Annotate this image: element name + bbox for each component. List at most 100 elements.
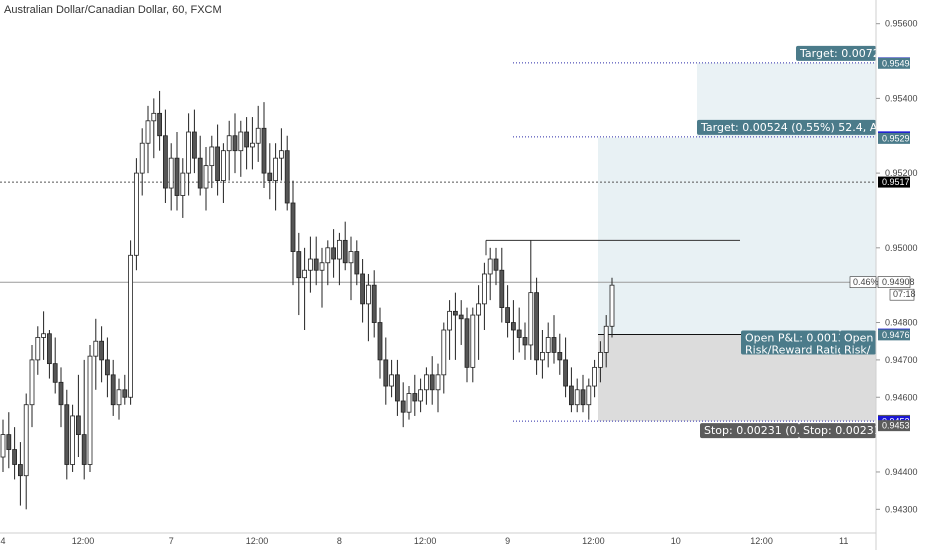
- candle: [534, 277, 539, 375]
- target-zone-outer: [697, 62, 876, 335]
- x-tick-label: 12:00: [750, 536, 773, 546]
- candle: [365, 273, 371, 342]
- candle-body: [441, 329, 447, 376]
- candle-body: [220, 150, 226, 181]
- x-tick-label: 11: [839, 536, 848, 546]
- price-badge-box: [878, 132, 910, 144]
- candle-body: [423, 374, 429, 391]
- candle: [52, 337, 58, 394]
- candle-body: [116, 389, 122, 406]
- time-axis[interactable]: 4 12:00 7 12:00 8 12:00 9 12:00 10 12:00 11: [0, 532, 876, 546]
- candle-body: [394, 374, 400, 402]
- candle: [151, 98, 157, 159]
- candle: [278, 128, 284, 181]
- x-tick-label: 4: [1, 536, 6, 546]
- candle-body: [418, 389, 424, 402]
- candle-body: [481, 273, 487, 305]
- candle-body: [580, 389, 586, 406]
- target-label-outer[interactable]: Target: 0.00727: [796, 45, 887, 61]
- target-label-inner[interactable]: Target: 0.00524 (0.55%) 52.4, Amo: [697, 119, 895, 135]
- candle: [557, 333, 563, 375]
- candle-body: [244, 131, 250, 148]
- target-label-inner-text: Target: 0.00524 (0.55%) 52.4, Amo: [700, 121, 895, 134]
- x-tick-label: 12:00: [582, 536, 605, 546]
- position-labels[interactable]: Target: 0.00727 Target: 0.00524 (0.55%) 5…: [697, 45, 895, 439]
- candle: [249, 117, 255, 170]
- price-axis[interactable]: 0.95600 0.95400 0.95200 0.95000 0.94800 0.947…: [849, 0, 918, 550]
- candle-body: [476, 303, 482, 316]
- candle-body: [110, 374, 116, 406]
- candle: [603, 315, 609, 368]
- candle-body: [174, 157, 180, 196]
- candle-body: [510, 322, 516, 331]
- candle-body: [505, 307, 511, 323]
- candle-body: [516, 329, 522, 338]
- candle-body: [534, 292, 539, 361]
- candle-body: [377, 322, 383, 361]
- y-tick-label: 0.95400: [885, 93, 918, 103]
- position-zones: [598, 62, 876, 422]
- candle-body: [226, 135, 232, 152]
- candle-body: [23, 404, 29, 477]
- candle: [307, 236, 313, 293]
- candle: [122, 374, 128, 405]
- candle-body: [331, 247, 337, 260]
- candle-body: [371, 284, 377, 323]
- candle-body: [493, 258, 499, 271]
- candle-body: [180, 172, 186, 196]
- candle-body: [151, 112, 157, 122]
- candle-body: [360, 273, 366, 305]
- candle-body: [354, 251, 360, 275]
- candle: [377, 307, 383, 379]
- candle-body: [464, 318, 470, 368]
- candle: [284, 135, 290, 211]
- candle: [267, 143, 273, 200]
- candle: [516, 307, 522, 353]
- candle: [510, 300, 516, 360]
- candle: [215, 124, 221, 196]
- candle-body: [6, 434, 12, 450]
- candle-body: [528, 292, 534, 346]
- candle: [191, 109, 197, 174]
- candle: [244, 117, 250, 170]
- candle: [0, 419, 6, 472]
- candle: [203, 146, 209, 211]
- pnl-label-1-text: Open P&L: 0.0013: [745, 331, 845, 344]
- candle: [464, 307, 470, 383]
- candle-body: [342, 239, 348, 264]
- x-tick-label: 10: [671, 536, 681, 546]
- candle: [522, 322, 528, 360]
- candle-body: [197, 157, 203, 189]
- candle: [435, 363, 441, 413]
- dashed-level-badge-text: 0.95176: [882, 177, 915, 187]
- candle: [197, 135, 203, 196]
- stop-label-2[interactable]: Stop: 0.00231: [799, 423, 881, 439]
- candle: [563, 337, 568, 398]
- candle: [87, 344, 93, 472]
- candle: [180, 158, 186, 218]
- stop-label-1[interactable]: Stop: 0.00231 (0.2: [700, 423, 807, 439]
- candle: [452, 292, 458, 360]
- candle: [481, 262, 487, 331]
- candle: [429, 356, 435, 405]
- y-tick-label: 0.95600: [885, 19, 918, 29]
- pnl-label-2-text: Open P: [844, 331, 884, 344]
- candle-body: [273, 157, 279, 181]
- candle-body: [12, 449, 18, 465]
- candle: [35, 326, 41, 375]
- candle: [400, 382, 406, 428]
- candle: [325, 240, 331, 286]
- candle: [499, 247, 505, 323]
- candle: [220, 143, 226, 203]
- candle: [487, 247, 493, 301]
- candle: [412, 374, 418, 416]
- candle: [6, 412, 12, 469]
- x-tick-label: 12:00: [72, 536, 95, 546]
- candle: [296, 232, 302, 316]
- candle-body: [255, 127, 261, 144]
- candle: [528, 240, 534, 360]
- candle-body: [406, 393, 412, 413]
